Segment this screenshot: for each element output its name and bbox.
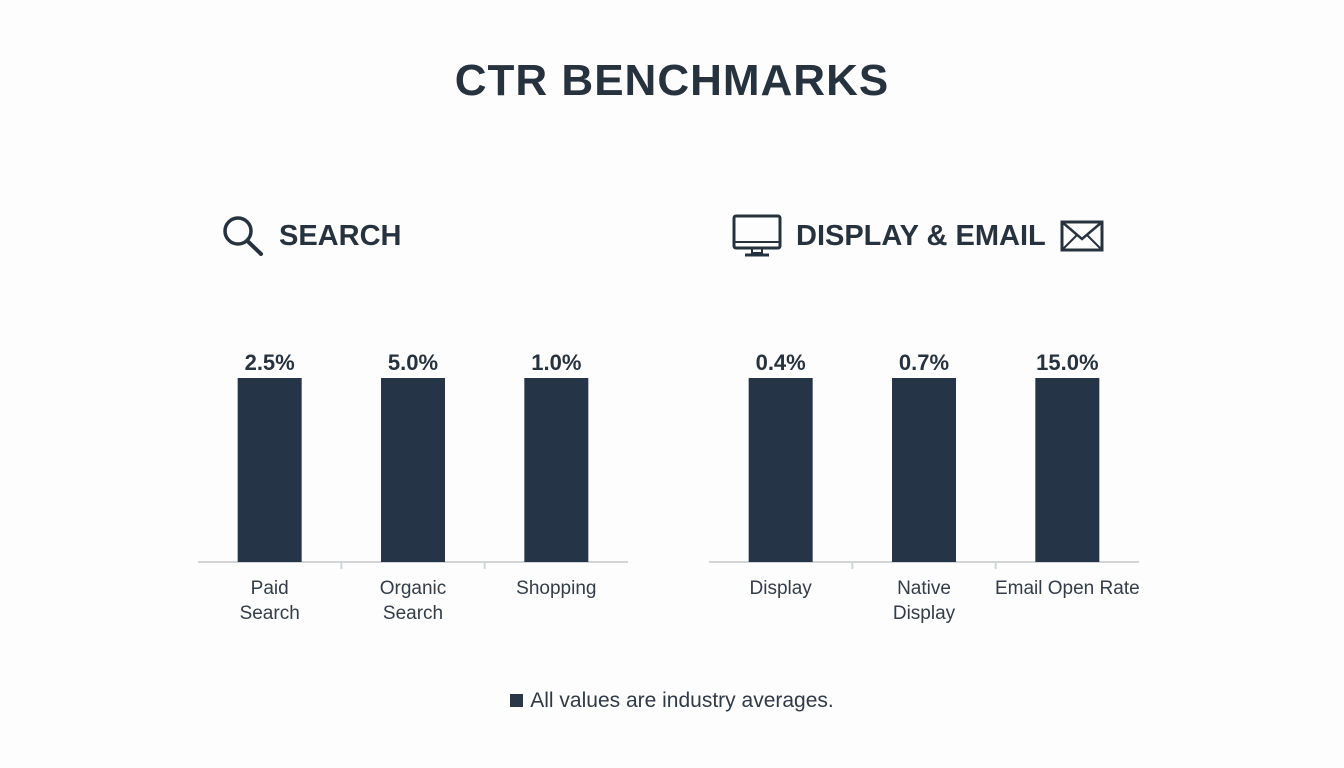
data-label: 0.7% xyxy=(899,350,949,375)
legend-square-icon xyxy=(510,694,524,707)
envelope-icon xyxy=(1060,220,1104,252)
bar xyxy=(892,378,956,562)
data-label: 15.0% xyxy=(1036,350,1098,375)
bar xyxy=(381,378,445,562)
category-label: Shopping xyxy=(516,578,596,599)
category-label: Native xyxy=(897,578,951,599)
bar xyxy=(1035,378,1100,562)
footnote-text: All values are industry averages. xyxy=(530,689,834,712)
bar xyxy=(748,378,813,562)
section-title: SEARCH xyxy=(279,219,402,252)
search-icon xyxy=(223,216,263,256)
bar xyxy=(524,378,589,562)
monitor-icon xyxy=(732,214,782,257)
data-label: 2.5% xyxy=(245,350,295,375)
category-label: Search xyxy=(383,603,443,624)
category-label: Organic xyxy=(380,578,447,599)
category-label: Search xyxy=(240,603,300,624)
section-title: DISPLAY & EMAIL xyxy=(796,219,1046,252)
category-label: Display xyxy=(750,578,813,599)
footnote: All values are industry averages. xyxy=(0,689,1344,713)
chart-title: CTR BENCHMARKS xyxy=(454,56,890,105)
section-display-email-header: DISPLAY & EMAIL xyxy=(732,214,1104,258)
category-label: Email Open Rate xyxy=(995,578,1140,599)
bar xyxy=(237,378,302,562)
category-label: Display xyxy=(893,603,956,624)
data-label: 1.0% xyxy=(531,350,581,375)
data-label: 0.4% xyxy=(756,350,806,375)
section-search-header: SEARCH xyxy=(221,214,401,258)
category-label: Paid xyxy=(251,578,289,599)
data-label: 5.0% xyxy=(388,350,438,375)
